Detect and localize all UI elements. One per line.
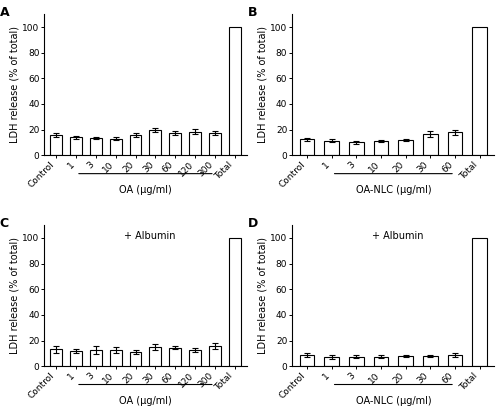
Y-axis label: LDH release (% of total): LDH release (% of total) [10,237,20,354]
Y-axis label: LDH release (% of total): LDH release (% of total) [258,237,268,354]
Bar [448,132,462,155]
Bar [472,27,487,155]
Bar [300,355,314,366]
Bar [70,351,82,366]
Bar [70,137,82,155]
Bar [90,138,102,155]
Y-axis label: LDH release (% of total): LDH release (% of total) [10,26,20,143]
Bar [398,356,413,366]
Y-axis label: LDH release (% of total): LDH release (% of total) [258,26,268,143]
Bar [349,356,364,366]
Bar [130,135,141,155]
Bar [398,140,413,155]
Bar [169,348,181,366]
Bar [209,346,221,366]
Bar [228,27,240,155]
Bar [374,356,388,366]
Bar [300,139,314,155]
Bar [110,138,122,155]
Text: C: C [0,217,9,229]
Bar [189,131,201,155]
Bar [228,238,240,366]
Bar [349,143,364,155]
Bar [209,133,221,155]
Bar [324,357,339,366]
Text: D: D [248,217,258,229]
Bar [150,347,162,366]
Bar [50,136,62,155]
Bar [90,350,102,366]
Bar [189,350,201,366]
Text: OA (μg/ml): OA (μg/ml) [119,396,172,406]
Text: OA (μg/ml): OA (μg/ml) [119,185,172,195]
Bar [374,141,388,155]
Bar [423,134,438,155]
Bar [150,130,162,155]
Text: A: A [0,6,10,19]
Text: + Albumin: + Albumin [124,231,175,241]
Text: OA-NLC (μg/ml): OA-NLC (μg/ml) [356,185,431,195]
Text: OA-NLC (μg/ml): OA-NLC (μg/ml) [356,396,431,406]
Bar [423,356,438,366]
Bar [324,140,339,155]
Bar [472,238,487,366]
Text: B: B [248,6,257,19]
Text: + Albumin: + Albumin [372,231,423,241]
Bar [50,349,62,366]
Bar [169,133,181,155]
Bar [110,350,122,366]
Bar [130,352,141,366]
Bar [448,355,462,366]
